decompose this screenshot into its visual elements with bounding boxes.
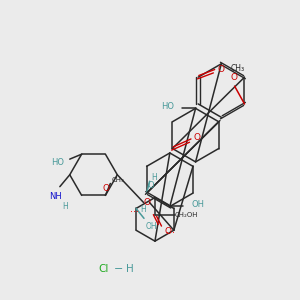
Text: OH: OH [146, 222, 158, 231]
Text: H: H [152, 173, 158, 182]
Text: O: O [103, 184, 110, 193]
Text: O: O [143, 198, 150, 207]
Text: CH₂OH: CH₂OH [175, 212, 198, 218]
Text: H: H [62, 202, 68, 211]
Text: H: H [126, 264, 134, 274]
Text: ···: ··· [130, 207, 139, 218]
Text: CH₃: CH₃ [112, 176, 125, 182]
Text: O: O [194, 133, 201, 142]
Text: HO: HO [51, 158, 64, 166]
Text: ···: ··· [167, 228, 176, 238]
Text: O: O [218, 65, 224, 74]
Text: O: O [230, 73, 237, 82]
Text: O: O [147, 181, 154, 190]
Text: NH: NH [50, 192, 62, 201]
Text: −: − [114, 264, 123, 274]
Text: O: O [164, 227, 171, 236]
Text: CH₃: CH₃ [230, 64, 244, 73]
Text: Cl: Cl [98, 264, 109, 274]
Text: OH: OH [192, 200, 205, 209]
Text: H: H [140, 205, 146, 214]
Text: HO: HO [161, 102, 174, 111]
